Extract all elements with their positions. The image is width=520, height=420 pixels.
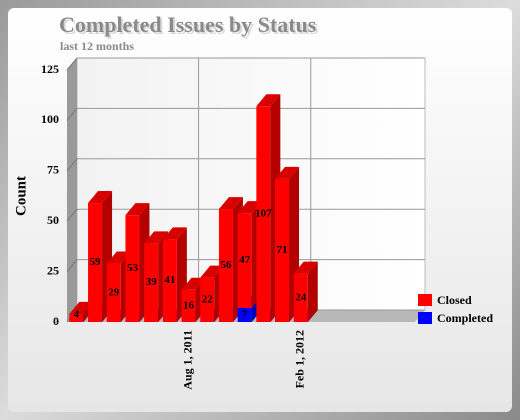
bar (293, 261, 318, 322)
value-label: 16 (183, 299, 195, 311)
y-tick-label: 25 (47, 263, 59, 277)
grid-line-side (66, 108, 78, 121)
x-tick-label: Feb 1, 2012 (293, 330, 307, 388)
bar-top (237, 201, 262, 214)
bar-front (237, 307, 252, 322)
bar-top (293, 261, 318, 274)
grid-line-side (66, 57, 78, 71)
legend-label: Closed (437, 293, 472, 307)
bar-front (293, 273, 308, 322)
value-label: 107 (255, 208, 272, 220)
bar-top (88, 191, 113, 204)
bar-front (88, 203, 103, 322)
bar-side (307, 261, 318, 322)
bar-front (125, 215, 140, 322)
bar-front (275, 178, 290, 322)
bar-front (106, 263, 121, 322)
bar-top (275, 166, 300, 179)
legend-swatch (418, 312, 432, 324)
x-tick-label: Aug 1, 2011 (180, 330, 194, 390)
bar-top (144, 231, 169, 244)
legend-swatch (418, 294, 432, 306)
bar-top (200, 265, 225, 278)
grid-line-side (66, 259, 78, 272)
chart-title: Completed Issues by Status (59, 12, 317, 37)
bar-front (200, 277, 215, 322)
bar (275, 166, 300, 322)
value-label: 24 (295, 291, 307, 303)
value-label: 71 (277, 244, 288, 256)
grid-line-side (66, 158, 78, 172)
value-label: 7 (242, 308, 248, 320)
chart-subtitle: last 12 months (60, 39, 134, 53)
bar-front (144, 243, 159, 322)
y-tick-label: 75 (47, 163, 59, 177)
bar-front (181, 289, 196, 322)
bar-front (69, 313, 84, 322)
value-label: 56 (220, 259, 232, 271)
y-tick-label: 125 (41, 62, 59, 76)
left-wall (67, 58, 77, 322)
bar-front (237, 213, 252, 308)
bar-top (162, 227, 187, 240)
bar-front (256, 106, 271, 323)
value-label: 22 (202, 293, 214, 305)
y-tick-label: 50 (47, 213, 59, 227)
bar-top (106, 251, 131, 264)
title-shadow: Completed Issues by Status (61, 14, 319, 39)
bar-top (256, 94, 281, 107)
value-label: 41 (164, 274, 175, 286)
bar-top (218, 197, 243, 210)
grid-line-side (66, 208, 78, 222)
value-label: 59 (90, 256, 102, 268)
bar-front (162, 239, 177, 322)
value-label: 53 (127, 262, 139, 274)
y-axis-title: Count (13, 176, 29, 216)
y-tick-label: 100 (41, 112, 59, 126)
legend-label: Completed (437, 311, 493, 325)
value-label: 39 (146, 276, 158, 288)
bar-front (218, 209, 233, 322)
value-label: 29 (108, 286, 120, 298)
bar-top (181, 277, 206, 290)
bar-top (125, 203, 150, 216)
bar-top (69, 301, 94, 314)
value-label: 47 (239, 254, 251, 266)
y-tick-label: 0 (53, 314, 59, 328)
value-label: 4 (74, 308, 80, 320)
